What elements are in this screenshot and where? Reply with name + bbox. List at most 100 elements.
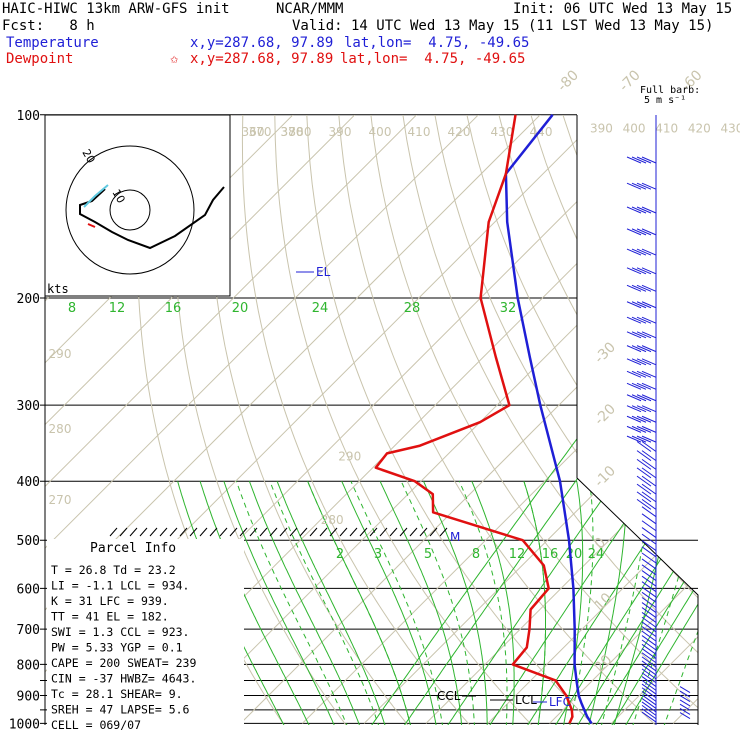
wind-barb	[636, 206, 652, 214]
parcel-info-row: CELL = 069/07	[51, 718, 141, 732]
saturated-adiabat	[307, 481, 414, 725]
saturated-adiabat	[523, 481, 546, 725]
hatch-tick	[149, 527, 158, 537]
wind-barb	[631, 345, 647, 353]
dry-adiabat	[241, 115, 481, 725]
lcl-label: LCL	[515, 693, 537, 707]
parcel-info-row: Tc = 28.1 SHEAR= 9.	[51, 687, 183, 701]
mixing-ratio-line	[589, 269, 698, 725]
adiabat-label: 270	[49, 493, 72, 507]
wind-barb	[631, 435, 647, 443]
saturated-adiabat	[471, 481, 515, 725]
isotherm-label: -80	[555, 67, 582, 94]
wind-barb	[641, 708, 657, 720]
wind-barb	[641, 570, 657, 581]
dry-adiabat	[274, 115, 543, 725]
hodograph: kts 10 20	[44, 114, 231, 297]
wind-barb	[641, 475, 657, 487]
pressure-tick-label: 800	[17, 658, 40, 673]
wind-barb	[641, 527, 657, 538]
hatch-tick	[179, 527, 188, 537]
adiabat-label: 400	[623, 122, 646, 136]
dewpoint-latlon: lat,lon= 4.75, -49.65	[340, 51, 526, 67]
wind-barb	[641, 575, 657, 587]
wind-barb	[636, 435, 652, 443]
wind-barb	[641, 267, 657, 275]
wind-barb	[631, 267, 647, 275]
saturated-adiabat	[585, 481, 628, 725]
dry-adiabat	[723, 115, 740, 737]
adiabat-label: 380	[289, 125, 312, 139]
mixing-ratio-label: 20	[566, 547, 583, 562]
hatch-tick	[109, 527, 118, 537]
wind-barb	[641, 581, 657, 593]
dewpoint-legend: Dewpoint	[6, 51, 74, 67]
wind-barb-low	[679, 708, 691, 715]
wind-barb	[631, 206, 647, 214]
mixing-ratio-label: 12	[509, 547, 526, 562]
wind-barb	[636, 425, 652, 433]
wind-barb	[626, 425, 642, 433]
model-title: HAIC-HIWC 13km ARW-GFS init	[2, 1, 230, 17]
dry-adiabat	[338, 115, 669, 725]
isotherm	[302, 115, 698, 724]
hatch-tick	[369, 527, 378, 537]
wind-barb	[626, 405, 642, 413]
wind-barb	[641, 156, 657, 164]
wind-barb	[641, 206, 657, 214]
wind-barb	[641, 415, 657, 423]
wind-barb	[636, 301, 652, 309]
saturated-adiabat	[379, 480, 463, 725]
hatch-tick	[199, 527, 208, 537]
moist-label-upper: 20	[232, 301, 249, 316]
barb-key-line2: 5 m s⁻¹	[644, 95, 687, 106]
parcel-info-row: T = 26.8 Td = 23.2	[51, 563, 176, 577]
hatch-tick	[159, 527, 168, 537]
saturated-adiabat	[560, 481, 584, 725]
wind-barb	[631, 156, 647, 164]
wind-barb	[636, 316, 652, 324]
wind-barb	[636, 467, 652, 479]
hatch-tick	[329, 527, 338, 537]
adiabat-label: 430	[721, 122, 740, 136]
wind-barb	[631, 228, 647, 236]
org-label: NCAR/MMM	[276, 1, 344, 17]
saturated-adiabat	[248, 481, 365, 725]
wind-barb	[641, 701, 657, 713]
isotherm	[735, 115, 740, 724]
wind-barb	[641, 694, 657, 706]
wind-barb	[631, 248, 647, 256]
pressure-tick-label: 400	[17, 475, 40, 490]
dry-adiabat	[402, 115, 698, 725]
moist-adiabat	[350, 480, 445, 725]
hatch-tick	[439, 527, 448, 537]
wind-barb	[626, 156, 642, 164]
mixing-ratio-label: 16	[542, 547, 559, 562]
hatch-tick	[259, 527, 268, 537]
hatch-tick	[239, 527, 248, 537]
adiabat-label: 280	[321, 513, 344, 527]
wind-barb-low	[679, 699, 691, 707]
hatch-tick	[379, 527, 388, 537]
hatch-tick	[429, 527, 438, 537]
wind-barb	[641, 513, 657, 525]
parcel-info-row: CAPE = 200 SWEAT= 239	[51, 656, 196, 670]
dry-adiabat	[498, 115, 698, 725]
hatch-tick	[229, 527, 238, 537]
parcel-info-row: CIN = -37 HWBZ= 4643.	[51, 672, 196, 686]
wind-barb	[636, 358, 652, 366]
wind-barb	[641, 301, 657, 309]
moist-label-upper: 16	[165, 301, 182, 316]
wind-barb	[641, 602, 657, 613]
wind-barb	[641, 687, 657, 699]
wind-barb	[631, 394, 647, 402]
wind-barb	[636, 458, 652, 470]
lfc-label: LFC	[549, 695, 571, 709]
wind-barb	[631, 358, 647, 366]
isotherm	[611, 115, 698, 724]
wind-barb	[636, 441, 652, 452]
wind-barb	[626, 382, 642, 390]
wind-barb	[636, 415, 652, 423]
wind-barb	[631, 284, 647, 292]
